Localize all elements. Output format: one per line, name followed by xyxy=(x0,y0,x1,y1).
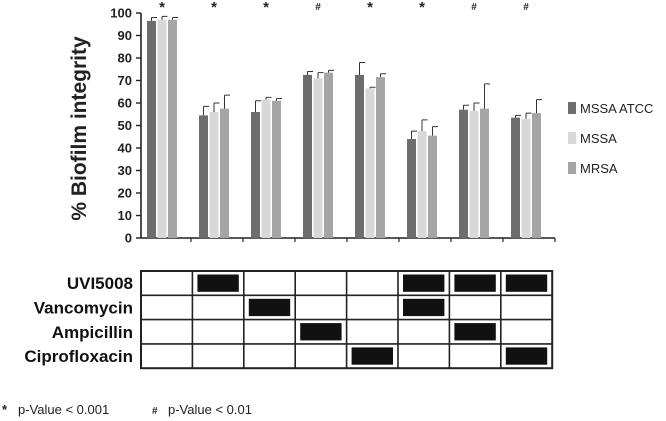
treatment-applied-cell xyxy=(505,347,548,365)
footnote-symbol: * xyxy=(2,402,8,417)
legend-swatch xyxy=(568,102,576,114)
bar-mrsa xyxy=(220,108,229,238)
treatment-label: Ampicillin xyxy=(52,323,133,342)
footnote-text: p-Value < 0.01 xyxy=(168,402,252,417)
significance-mark: * xyxy=(211,0,217,16)
treatment-label: Vancomycin xyxy=(34,298,133,317)
significance-mark: # xyxy=(471,2,477,13)
treatment-applied-cell xyxy=(300,323,342,341)
legend-label: MRSA xyxy=(580,161,618,176)
treatment-applied-cell xyxy=(505,274,548,292)
y-tick-label: 100 xyxy=(110,6,132,21)
bar-mssa xyxy=(261,99,271,238)
bar-mssa xyxy=(157,19,167,238)
legend-label: MSSA xyxy=(580,131,617,146)
y-tick-label: 80 xyxy=(118,51,132,66)
bar-mrsa xyxy=(168,19,177,238)
y-tick-label: 90 xyxy=(118,28,132,43)
significance-mark: # xyxy=(523,2,529,13)
chart-legend: MSSA ATCC MSSA MRSA xyxy=(568,101,653,176)
bar-mssa xyxy=(365,88,375,238)
y-tick-label: 10 xyxy=(118,208,132,223)
significance-mark: * xyxy=(263,0,269,16)
footnote-text: p-Value < 0.001 xyxy=(18,402,109,417)
bar-mssa xyxy=(469,110,479,238)
treatment-applied-cell xyxy=(403,298,445,317)
bar-mssa xyxy=(209,112,219,238)
y-tick-label: 40 xyxy=(118,141,132,156)
treatment-applied-cell xyxy=(403,274,445,292)
footnote-symbol: # xyxy=(152,406,158,417)
y-axis-title: % Biofilm integrity xyxy=(68,36,91,221)
bar-mssa-atcc xyxy=(511,117,520,238)
significance-mark: * xyxy=(159,0,165,16)
bar-mssa-atcc xyxy=(251,112,260,238)
treatment-label: UVI5008 xyxy=(67,274,133,293)
bar-mssa xyxy=(521,118,531,238)
bar-mssa-atcc xyxy=(147,20,156,238)
bar-mssa-atcc xyxy=(459,109,468,238)
treatment-applied-cell xyxy=(248,298,291,317)
bar-mssa-atcc xyxy=(199,115,208,238)
bar-mssa-atcc xyxy=(303,74,312,238)
bar-mssa xyxy=(417,131,427,238)
significance-footnote: * p-Value < 0.001 # p-Value < 0.01 xyxy=(2,402,252,417)
significance-marks: * * * # * * # # xyxy=(159,0,529,16)
treatment-applied-cell xyxy=(454,274,496,292)
y-tick-label: 30 xyxy=(118,163,132,178)
bar-mrsa xyxy=(532,113,541,238)
chart-bars xyxy=(147,15,542,238)
bar-mssa xyxy=(313,78,323,238)
y-tick-label: 70 xyxy=(118,73,132,88)
treatment-applied-cell xyxy=(351,347,393,365)
bar-mrsa xyxy=(376,77,385,238)
significance-mark: * xyxy=(419,0,425,16)
treatment-applied-cell xyxy=(454,323,496,341)
y-tick-label: 20 xyxy=(118,186,132,201)
legend-label: MSSA ATCC xyxy=(580,101,653,116)
significance-mark: # xyxy=(315,2,321,13)
treatment-matrix: UVI5008 Vancomycin Ampicillin Ciprofloxacin xyxy=(24,270,554,370)
significance-mark: * xyxy=(367,0,373,16)
legend-swatch xyxy=(568,132,576,144)
treatment-label: Ciprofloxacin xyxy=(24,347,133,366)
legend-swatch xyxy=(568,162,576,174)
bar-mrsa xyxy=(324,72,333,238)
bar-mrsa xyxy=(428,135,437,238)
bar-mrsa xyxy=(272,100,281,238)
y-tick-label: 0 xyxy=(125,231,132,246)
treatment-applied-cell xyxy=(197,274,239,292)
y-tick-label: 60 xyxy=(118,96,132,111)
bar-mssa-atcc xyxy=(407,139,416,238)
bar-mrsa xyxy=(480,108,489,238)
y-tick-label: 50 xyxy=(118,118,132,133)
chart-axes: 0 10 20 30 40 50 60 70 80 90 100 % Biofilm integrit… xyxy=(68,6,556,246)
bar-mssa-atcc xyxy=(355,74,364,238)
